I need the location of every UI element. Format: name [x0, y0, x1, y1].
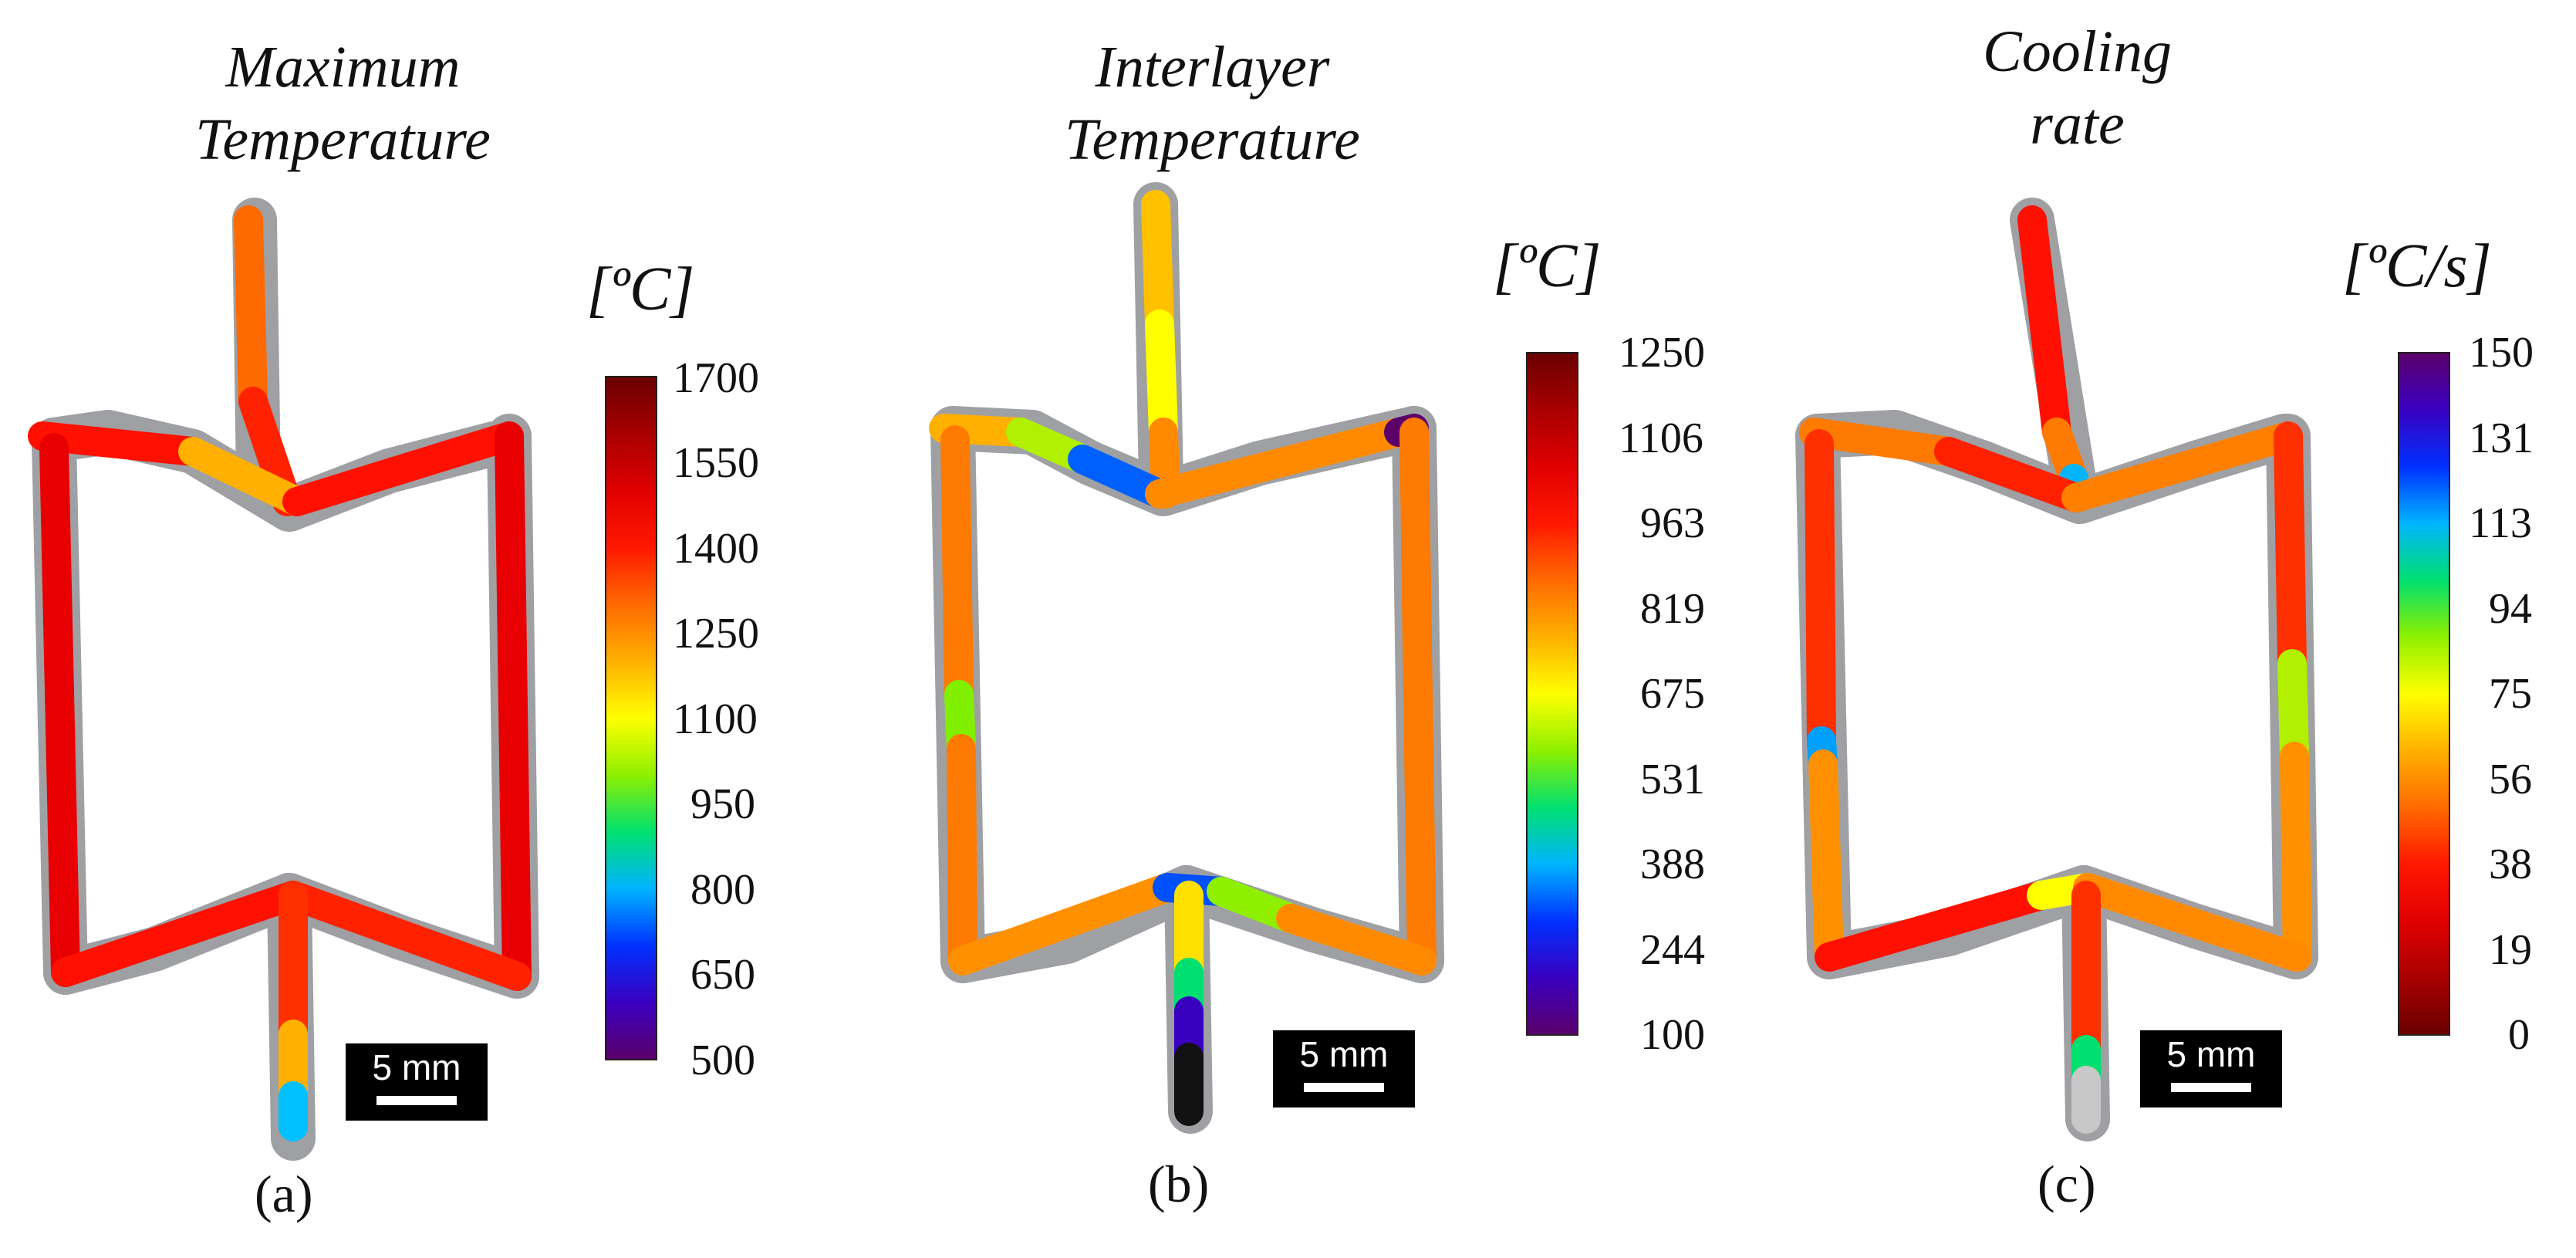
panel-a: Maximum Temperature [0, 0, 859, 1258]
tick-label: 150 [2469, 329, 2534, 377]
scale-bar-label: 5 mm [2166, 1034, 2256, 1074]
tick-label: 113 [2469, 499, 2532, 547]
title-line-1: Maximum [225, 35, 461, 100]
tick-label: 963 [1640, 499, 1705, 547]
scale-bar: 5 mm [1273, 1030, 1415, 1108]
panel-caption: (c) [2038, 1155, 2096, 1213]
tick-label: 38 [2489, 840, 2532, 888]
tick-label: 1100 [673, 695, 758, 743]
tick-label: 100 [1640, 1011, 1705, 1059]
tick-label: 675 [1640, 670, 1705, 718]
tick-label: 1550 [673, 439, 759, 487]
scale-bar-label: 5 mm [372, 1047, 461, 1087]
title-line-2: Temperature [195, 107, 491, 172]
scale-bar: 5 mm [2140, 1030, 2282, 1108]
tick-label: 56 [2489, 756, 2532, 803]
colorbar-unit: [ºC/s] [2342, 232, 2492, 300]
title-line-2: Temperature [1065, 107, 1360, 172]
specimen-figure [1795, 198, 2450, 1141]
panel-title: Cooling rate [1648, 15, 2507, 161]
specimen-figure [929, 182, 1578, 1134]
thermal-trace [28, 205, 532, 1141]
scale-bar-line [2171, 1083, 2251, 1092]
scale-bar-label: 5 mm [1299, 1034, 1389, 1074]
thermal-trace [929, 190, 1437, 1126]
colorbar-unit: [ºC] [1493, 232, 1602, 300]
panel-c: Cooling rate [1717, 0, 2576, 1258]
tick-label: 1250 [673, 610, 759, 658]
panel-b: Interlayer Temperature [859, 0, 1717, 1258]
panel-title: Maximum Temperature [0, 31, 772, 176]
scale-bar-line [376, 1096, 457, 1105]
title-line-2: rate [2030, 92, 2125, 157]
scale-bar-line [1304, 1083, 1384, 1092]
title-line-1: Cooling [1983, 19, 2172, 84]
scale-bar: 5 mm [346, 1043, 488, 1121]
tick-label: 500 [690, 1036, 755, 1084]
tick-label: 819 [1640, 585, 1705, 633]
tick-label: 94 [2489, 585, 2532, 633]
colorbar-unit: [ºC] [586, 255, 695, 323]
tick-label: 244 [1640, 926, 1705, 974]
panel-caption: (a) [255, 1165, 313, 1223]
tick-label: 388 [1640, 840, 1705, 888]
specimen-figure [28, 198, 657, 1161]
tick-label: 131 [2469, 414, 2534, 462]
tick-label: 1400 [673, 525, 759, 573]
title-line-1: Interlayer [1095, 35, 1330, 100]
colorbar [1526, 352, 1578, 1036]
tick-label: 1250 [1619, 329, 1705, 377]
tick-label: 800 [690, 866, 755, 914]
tick-label: 1700 [673, 354, 759, 402]
tick-label: 19 [2489, 926, 2532, 974]
colorbar [2398, 352, 2450, 1036]
tick-label: 950 [690, 780, 755, 828]
panel-title: Interlayer Temperature [783, 31, 1642, 176]
thermal-trace [1799, 205, 2312, 1134]
tick-label: 1106 [1619, 414, 1703, 462]
tick-label: 0 [2508, 1011, 2530, 1059]
tick-label: 75 [2489, 670, 2532, 718]
tick-label: 531 [1640, 756, 1705, 803]
colorbar [605, 376, 657, 1060]
tick-label: 650 [690, 951, 755, 999]
panel-caption: (b) [1148, 1155, 1210, 1213]
